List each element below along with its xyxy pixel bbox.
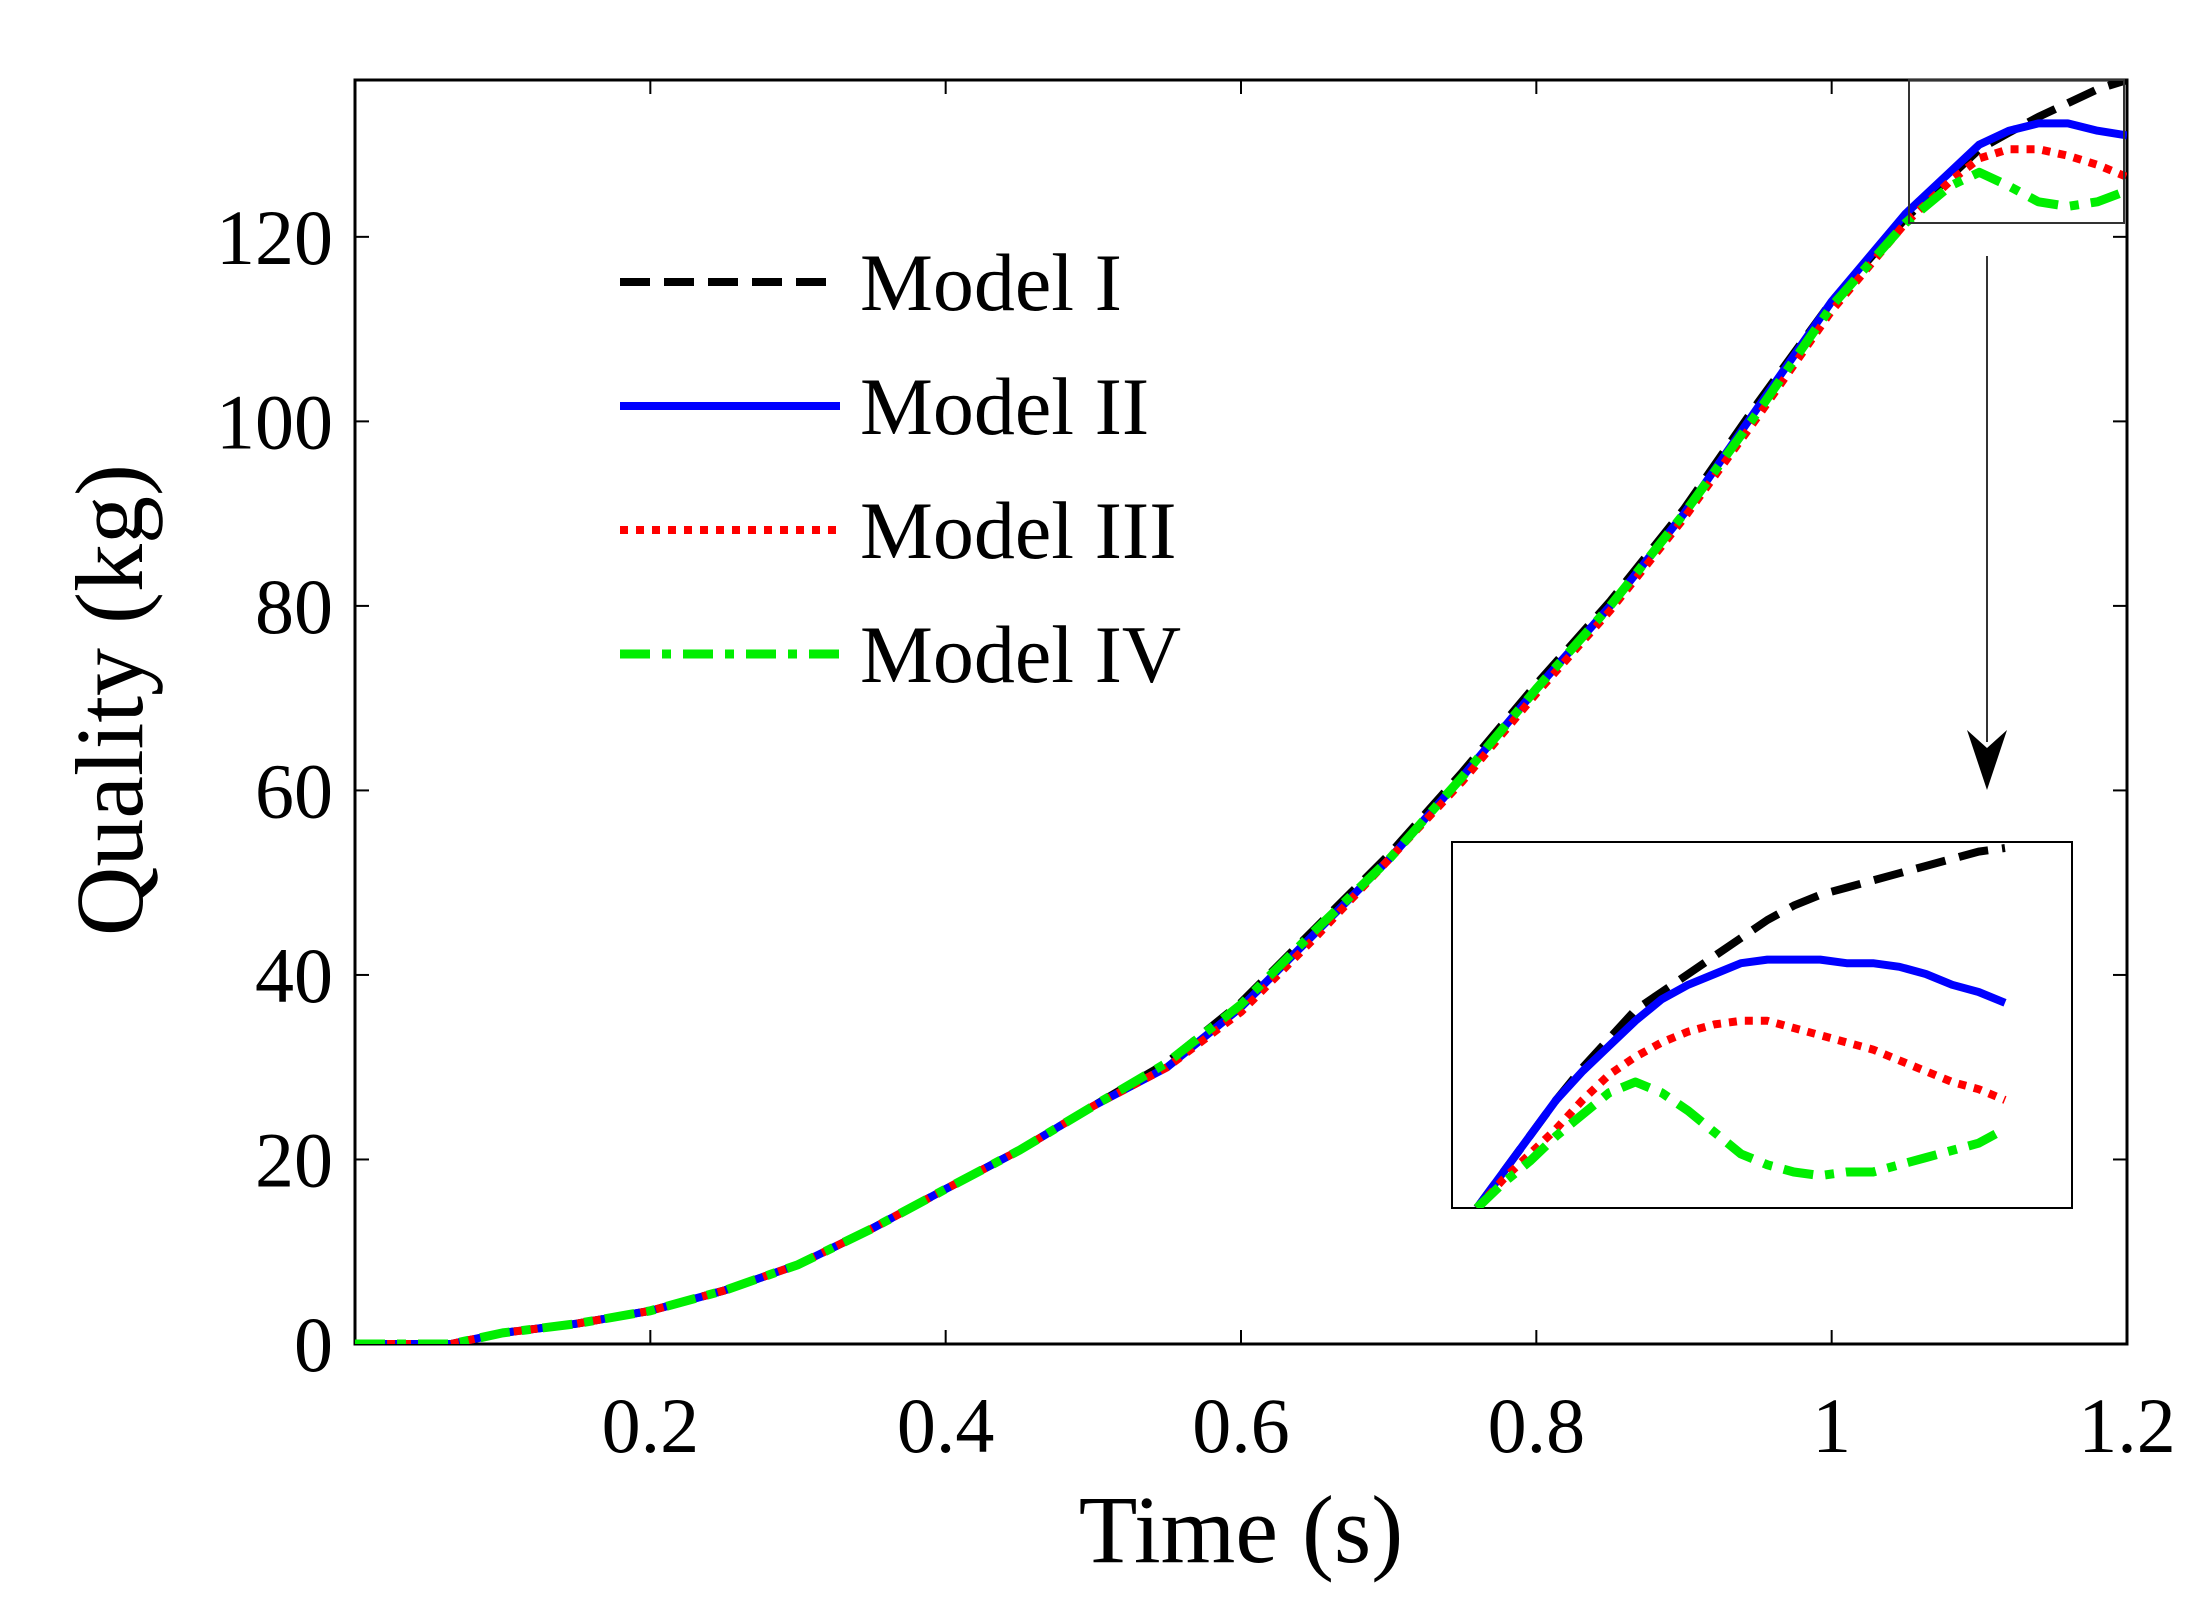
- legend-label-2: Model II: [860, 361, 1149, 452]
- zoom-region-box: [1908, 79, 2125, 224]
- x-axis-ticks: 0.2 0.4 0.6 0.8 1 1.2: [602, 80, 2176, 1469]
- y-axis-title: Quality (kg): [56, 464, 163, 936]
- y-tick-label: 100: [216, 378, 333, 465]
- y-tick-label: 0: [294, 1301, 333, 1388]
- x-tick-label: 0.8: [1488, 1382, 1586, 1469]
- legend-label-4: Model IV: [860, 609, 1181, 700]
- x-tick-label: 0.6: [1192, 1382, 1290, 1469]
- inset-series-line-3: [1474, 1016, 2007, 1208]
- y-tick-label: 20: [255, 1116, 333, 1203]
- series-layer: [355, 80, 2127, 1344]
- legend: Model I Model II Model III Model IV: [620, 237, 1181, 700]
- inset-series-layer: [1473, 844, 2008, 1208]
- legend-label-1: Model I: [860, 237, 1122, 328]
- y-tick-label: 80: [255, 563, 333, 650]
- series-line-2: [355, 119, 2127, 1344]
- x-tick-label: 0.4: [897, 1382, 995, 1469]
- x-axis-title: Time (s): [1079, 1476, 1404, 1583]
- zoom-arrow-head-icon: [1967, 730, 2007, 790]
- legend-label-3: Model III: [860, 485, 1177, 576]
- y-axis-ticks: 0 20 40 60 80 100 120: [216, 194, 2127, 1388]
- inset-frame: [1451, 841, 2073, 1209]
- x-tick-label: 0.2: [602, 1382, 700, 1469]
- y-tick-label: 120: [216, 194, 333, 281]
- y-tick-label: 60: [255, 747, 333, 834]
- inset-series-line-4: [1473, 1077, 2008, 1208]
- x-tick-label: 1: [1812, 1382, 1851, 1469]
- series-line-4: [355, 167, 2127, 1344]
- inset-series-line-2: [1473, 955, 2007, 1208]
- y-tick-label: 40: [255, 932, 333, 1019]
- x-tick-label: 1.2: [2078, 1382, 2176, 1469]
